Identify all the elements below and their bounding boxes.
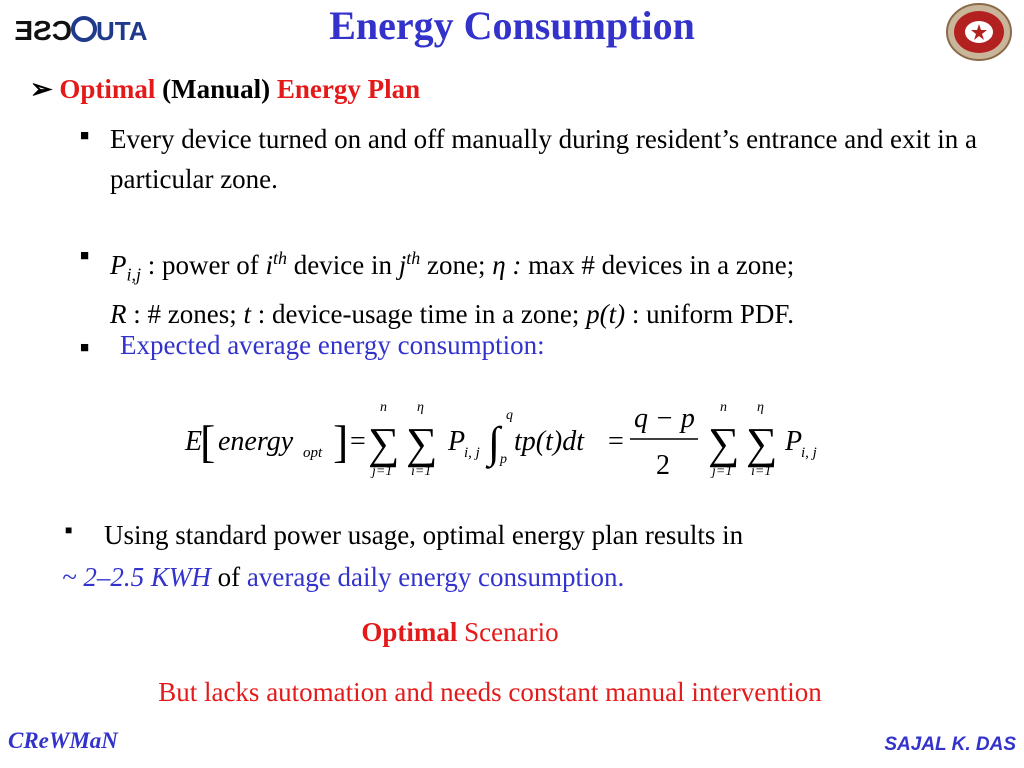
square-bullet-icon: ■ [80,248,89,265]
eq-sum3-upper: n [720,400,727,415]
heading-optimal: Optimal [59,74,155,104]
eq-sum2-upper: η [417,400,424,415]
eq-bracket-right: ] [333,416,348,467]
eq-sum1-lower: j=1 [370,464,392,479]
energy-equation: E [ energy opt ] = n ∑ j=1 η ∑ i=1 P i, … [180,395,830,490]
eq-equals-1: = [350,426,366,457]
eq-sum2: ∑ [406,419,437,468]
kwh-range: ~ 2–2.5 KWH [62,562,211,592]
eq-integrand: tp(t)dt [514,426,585,457]
eq-sum1-upper: n [380,400,387,415]
slide-title: Energy Consumption [0,2,1024,49]
footer-author: SAJAL K. DAS [884,734,1016,756]
heading-manual: (Manual) [162,74,270,104]
bullet-2-text: Pi,j : power of ith device in jth zone; … [110,238,1010,334]
eq-equals-2: = [608,426,624,457]
eq-sum4-upper: η [757,400,764,415]
eq-int-lower: p [499,452,507,467]
sym-p: P [110,250,127,280]
eq-sum2-lower: i=1 [411,464,431,479]
eq-P1: P [447,426,465,457]
eq-numerator: q − p [634,403,695,434]
eq-P1-sub: i, j [464,445,480,461]
square-bullet-icon: ■ [80,340,89,357]
eq-P2-sub: i, j [801,445,817,461]
eq-energy: energy [218,426,294,457]
bullet-3-text: Expected average energy consumption: [120,330,545,361]
footer-crewman: CReWMaN [8,728,118,754]
university-seal-logo [945,2,1013,62]
eq-sum3-lower: j=1 [710,464,732,479]
eq-sum4: ∑ [746,419,777,468]
eq-int-upper: q [506,408,513,423]
eq-sum1: ∑ [368,419,399,468]
heading-energy-plan: Energy Plan [277,74,420,104]
eq-denominator: 2 [656,450,670,481]
arrow-bullet-icon: ➢ [30,74,53,104]
eq-sum4-lower: i=1 [751,464,771,479]
bullet-4-text: Using standard power usage, optimal ener… [62,514,962,598]
eq-bracket-left: [ [200,416,215,467]
bullet-1-text: Every device turned on and off manually … [110,119,990,199]
lacks-automation-note: But lacks automation and needs constant … [0,677,980,708]
scenario-label: Optimal Scenario [0,617,920,648]
square-bullet-icon: ■ [80,128,89,145]
section-heading: ➢ Optimal (Manual) Energy Plan [30,74,420,105]
eq-sum3: ∑ [708,419,739,468]
eq-opt: opt [303,445,323,461]
eq-P2: P [784,426,802,457]
